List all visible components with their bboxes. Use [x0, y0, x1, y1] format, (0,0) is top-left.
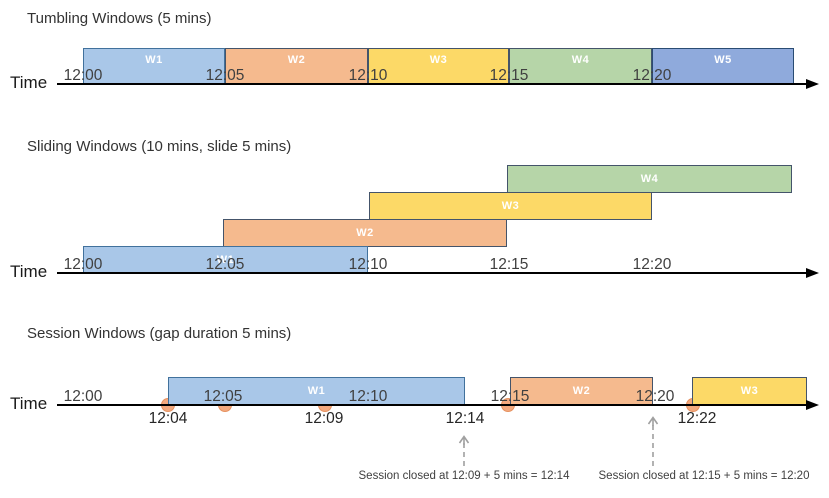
- window-label: W4: [571, 54, 590, 66]
- event-time-label: 12:04: [148, 410, 188, 427]
- window-box-sliding-w4: W4: [507, 165, 792, 193]
- tick-label-session: 12:15: [490, 388, 530, 405]
- tick-label-session: 12:00: [63, 388, 103, 405]
- window-box-tumbling-w2: W2: [225, 48, 368, 84]
- window-label: W4: [640, 173, 659, 185]
- window-box-sliding-w1: W1: [83, 246, 368, 274]
- session-close-annotation: Session closed at 12:15 + 5 mins = 12:20: [598, 470, 810, 482]
- event-time-label: 12:22: [677, 410, 717, 427]
- window-box-tumbling-w4: W4: [509, 48, 652, 84]
- tick-label-sliding: 12:00: [63, 256, 103, 273]
- event-time-label: 12:09: [304, 410, 344, 427]
- window-label: W2: [287, 54, 306, 66]
- window-box-tumbling-w3: W3: [368, 48, 509, 84]
- tick-label-tumbling: 12:15: [489, 67, 529, 84]
- time-axis-label-tumbling: Time: [10, 73, 48, 92]
- window-box-tumbling-w5: W5: [652, 48, 794, 84]
- tick-label-session: 12:05: [203, 388, 243, 405]
- window-box-sliding-w3: W3: [369, 192, 652, 220]
- window-label: W3: [429, 54, 448, 66]
- window-label: W2: [572, 385, 591, 397]
- callout-up-arrow-icon: [647, 416, 659, 466]
- tick-label-tumbling: 12:10: [348, 67, 388, 84]
- time-axis-arrowhead-icon-sliding: [806, 268, 819, 278]
- callout-up-arrow-icon: [458, 435, 470, 466]
- section-title-session: Session Windows (gap duration 5 mins): [27, 325, 292, 342]
- window-box-sliding-w2: W2: [223, 219, 507, 247]
- window-label: W3: [501, 200, 520, 212]
- section-title-tumbling: Tumbling Windows (5 mins): [27, 10, 212, 27]
- time-axis-label-session: Time: [10, 394, 48, 413]
- time-axis-label-sliding: Time: [10, 262, 48, 281]
- tick-label-sliding: 12:05: [205, 256, 245, 273]
- tick-label-sliding: 12:10: [348, 256, 388, 273]
- window-box-session-w2: W2: [510, 377, 653, 405]
- tick-label-sliding: 12:20: [632, 256, 672, 273]
- event-time-label: 12:14: [445, 410, 485, 427]
- time-axis-session: [57, 404, 806, 406]
- window-label: W5: [714, 54, 732, 66]
- window-box-session-w3: W3: [692, 377, 807, 405]
- tick-label-tumbling: 12:05: [205, 67, 245, 84]
- window-box-tumbling-w1: W1: [83, 48, 225, 84]
- time-axis-tumbling: [57, 83, 806, 85]
- time-axis-sliding: [57, 272, 806, 274]
- time-axis-arrowhead-icon-session: [806, 400, 819, 410]
- window-label: W1: [307, 385, 326, 397]
- tick-label-sliding: 12:15: [489, 256, 529, 273]
- tick-label-tumbling: 12:20: [632, 67, 672, 84]
- tick-label-session: 12:10: [348, 388, 388, 405]
- tick-label-session: 12:20: [635, 388, 675, 405]
- session-close-annotation: Session closed at 12:09 + 5 mins = 12:14: [358, 470, 570, 482]
- section-title-sliding: Sliding Windows (10 mins, slide 5 mins): [27, 138, 292, 155]
- time-axis-arrowhead-icon-tumbling: [806, 79, 819, 89]
- window-label: W1: [145, 54, 163, 66]
- window-label: W2: [356, 227, 374, 239]
- tick-label-tumbling: 12:00: [63, 67, 103, 84]
- window-label: W1: [216, 254, 235, 266]
- window-label: W3: [740, 385, 759, 397]
